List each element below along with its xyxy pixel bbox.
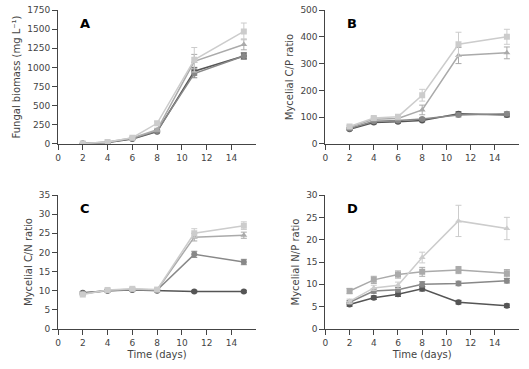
svg-text:15: 15: [39, 267, 50, 277]
svg-text:2: 2: [80, 153, 86, 163]
svg-text:6: 6: [395, 338, 401, 348]
svg-text:8: 8: [154, 338, 160, 348]
svg-text:10: 10: [306, 279, 318, 289]
svg-text:B: B: [347, 16, 357, 31]
svg-text:250: 250: [33, 120, 50, 130]
svg-text:8: 8: [419, 153, 425, 163]
svg-text:10: 10: [39, 286, 51, 296]
svg-text:1500: 1500: [27, 24, 50, 34]
svg-text:Mycelial C/N ratio: Mycelial C/N ratio: [23, 218, 34, 306]
svg-text:6: 6: [395, 153, 401, 163]
svg-text:Time (days): Time (days): [127, 349, 187, 360]
svg-text:6: 6: [129, 153, 135, 163]
svg-text:2: 2: [80, 338, 86, 348]
svg-text:1000: 1000: [27, 63, 50, 73]
svg-text:12: 12: [201, 153, 212, 163]
svg-text:5: 5: [44, 305, 50, 315]
svg-text:4: 4: [371, 153, 377, 163]
svg-text:10: 10: [441, 153, 453, 163]
svg-text:8: 8: [419, 338, 425, 348]
svg-text:1250: 1250: [27, 43, 50, 53]
svg-text:500: 500: [300, 5, 317, 15]
svg-text:12: 12: [465, 153, 476, 163]
svg-text:10: 10: [176, 338, 188, 348]
svg-text:0: 0: [312, 324, 318, 334]
svg-text:14: 14: [226, 338, 238, 348]
svg-text:8: 8: [154, 153, 160, 163]
svg-text:10: 10: [441, 338, 453, 348]
svg-text:35: 35: [39, 190, 50, 200]
svg-text:200: 200: [300, 86, 317, 96]
svg-text:Time (days): Time (days): [392, 349, 452, 360]
svg-text:15: 15: [306, 257, 317, 267]
svg-text:30: 30: [306, 190, 318, 200]
svg-text:Mycelial N/P ratio: Mycelial N/P ratio: [290, 219, 301, 306]
svg-text:Mycelial C/P ratio: Mycelial C/P ratio: [284, 34, 295, 120]
svg-text:6: 6: [129, 338, 135, 348]
svg-text:14: 14: [489, 338, 501, 348]
svg-text:C: C: [80, 201, 90, 216]
svg-text:4: 4: [371, 338, 377, 348]
svg-text:0: 0: [323, 338, 329, 348]
svg-text:0: 0: [44, 139, 50, 149]
svg-text:0: 0: [55, 338, 61, 348]
svg-text:20: 20: [39, 248, 51, 258]
svg-text:25: 25: [306, 213, 317, 223]
svg-text:1750: 1750: [27, 5, 50, 15]
svg-text:20: 20: [306, 235, 318, 245]
svg-text:100: 100: [300, 112, 317, 122]
svg-text:14: 14: [489, 153, 501, 163]
svg-text:25: 25: [39, 228, 50, 238]
svg-text:0: 0: [312, 139, 318, 149]
svg-text:750: 750: [33, 82, 50, 92]
svg-text:12: 12: [201, 338, 212, 348]
svg-text:30: 30: [39, 209, 51, 219]
svg-text:10: 10: [176, 153, 188, 163]
svg-text:0: 0: [55, 153, 61, 163]
svg-text:4: 4: [105, 153, 111, 163]
svg-text:500: 500: [33, 101, 50, 111]
svg-text:2: 2: [347, 338, 353, 348]
svg-text:300: 300: [300, 59, 317, 69]
svg-text:14: 14: [226, 153, 238, 163]
svg-text:Fungal biomass (mg L⁻¹): Fungal biomass (mg L⁻¹): [11, 15, 22, 138]
svg-text:D: D: [347, 201, 358, 216]
svg-text:0: 0: [44, 324, 50, 334]
svg-text:5: 5: [312, 302, 318, 312]
svg-text:4: 4: [105, 338, 111, 348]
svg-text:A: A: [80, 16, 90, 31]
svg-text:2: 2: [347, 153, 353, 163]
svg-text:12: 12: [465, 338, 476, 348]
svg-text:0: 0: [323, 153, 329, 163]
svg-text:400: 400: [300, 32, 317, 42]
